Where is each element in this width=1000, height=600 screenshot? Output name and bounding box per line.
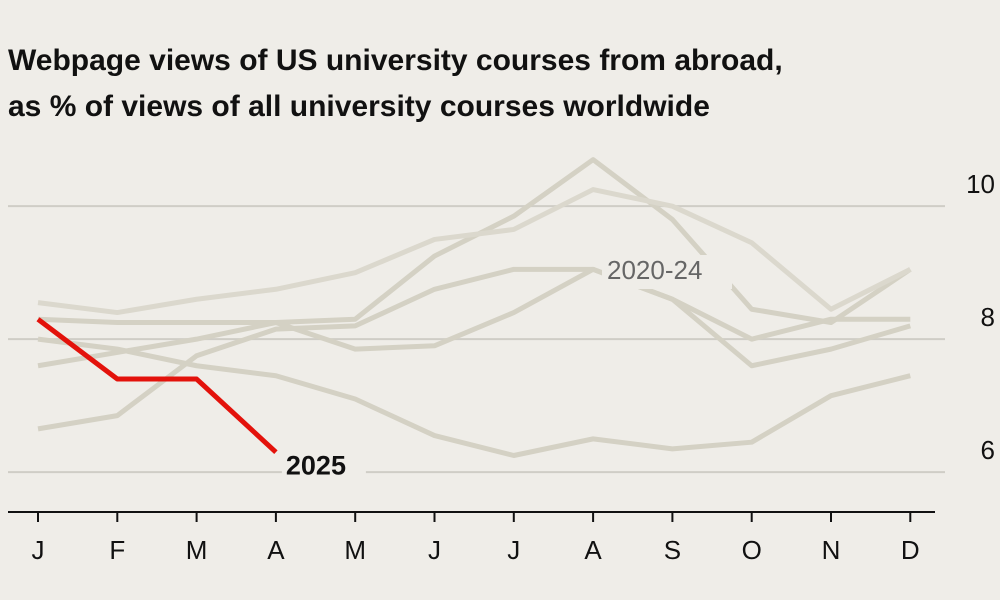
x-tick-label: D bbox=[901, 535, 920, 565]
y-tick-label: 6 bbox=[981, 435, 995, 465]
series-line bbox=[37, 187, 912, 316]
x-tick-label: S bbox=[664, 535, 681, 565]
series-line bbox=[37, 157, 912, 369]
x-tick-label: J bbox=[507, 535, 520, 565]
x-tick-label: F bbox=[109, 535, 125, 565]
y-tick-label: 10 bbox=[966, 169, 995, 199]
x-tick-label: J bbox=[32, 535, 45, 565]
x-tick-label: M bbox=[344, 535, 366, 565]
chart-title: Webpage views of US university courses f… bbox=[8, 44, 783, 77]
chart-title: as % of views of all university courses … bbox=[8, 90, 710, 123]
label-halo bbox=[281, 450, 366, 485]
series-line bbox=[37, 266, 912, 369]
x-tick-label: J bbox=[428, 535, 441, 565]
x-tick-label: A bbox=[267, 535, 285, 565]
label-halo bbox=[602, 255, 732, 289]
series-line bbox=[37, 266, 911, 432]
series-label: 2025 bbox=[286, 450, 346, 480]
group-label: 2020-24 bbox=[607, 255, 702, 285]
x-tick-label: N bbox=[822, 535, 841, 565]
series-line bbox=[37, 336, 911, 458]
x-tick-label: A bbox=[584, 535, 602, 565]
x-tick-label: O bbox=[742, 535, 762, 565]
x-tick-label: M bbox=[186, 535, 208, 565]
series-line bbox=[36, 317, 278, 455]
y-tick-label: 8 bbox=[981, 302, 995, 332]
